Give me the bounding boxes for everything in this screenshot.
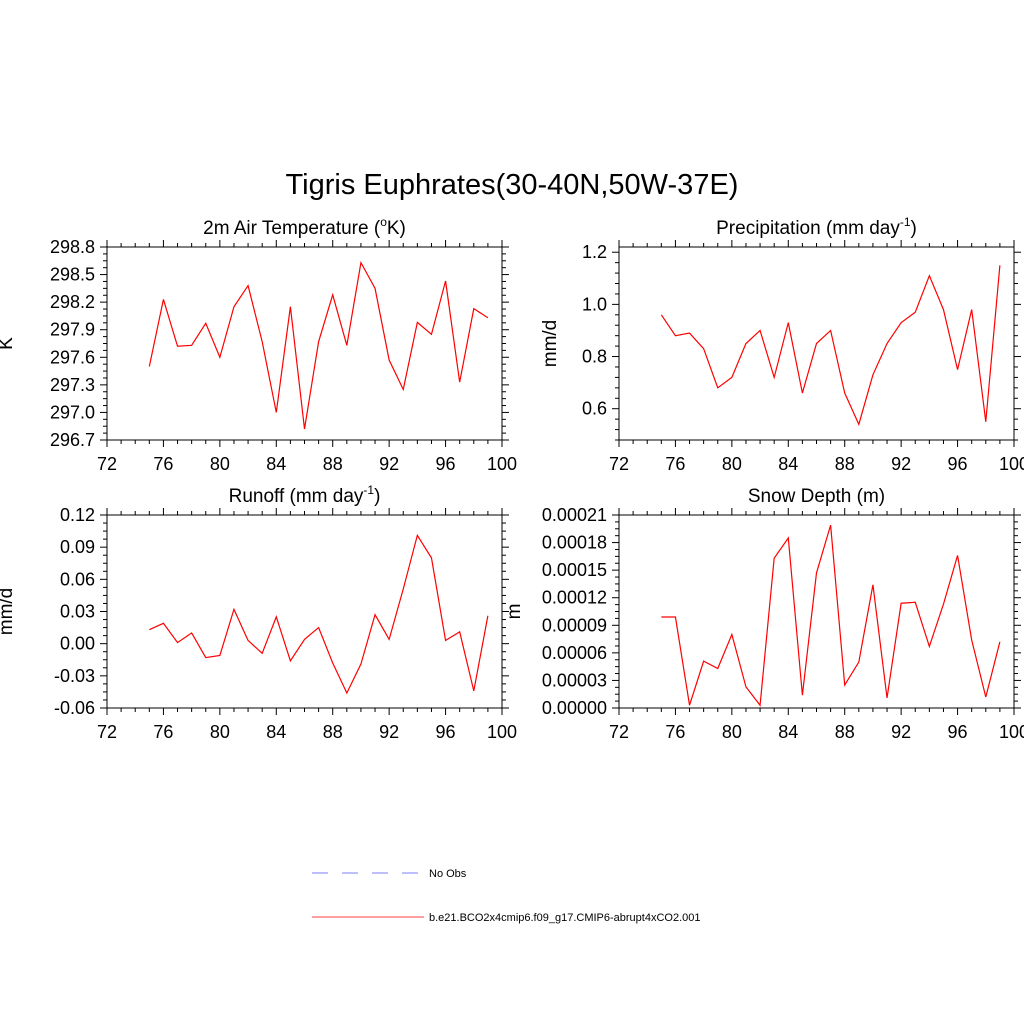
temp-xtick-label: 100	[487, 454, 517, 474]
runoff-series-line	[149, 533, 489, 695]
temp-ytick-label: 298.8	[50, 237, 95, 257]
runoff-xtick-label: 96	[436, 722, 456, 742]
snow-ytick-label: 0.00000	[542, 698, 607, 718]
runoff-xtick-label: 88	[323, 722, 343, 742]
snow-panel-title: Snow Depth (m)	[748, 486, 885, 507]
snow-ytick-label: 0.00009	[542, 615, 607, 635]
runoff-ytick-label: 0.09	[60, 537, 95, 557]
panels: 72 76 80 84 88 92 96 100 296.7 297.0 297.3 297.6 297…	[0, 215, 1024, 742]
runoff-title-text: Runoff (mm day	[229, 486, 364, 507]
runoff-xtick-label: 80	[210, 722, 230, 742]
snow-ytick-label: 0.00015	[542, 560, 607, 580]
temp-title-sup: o	[380, 215, 387, 229]
runoff-ylabel: mm/d	[0, 588, 17, 636]
precip-xtick-label: 84	[778, 454, 798, 474]
temp-series-line	[148, 260, 489, 430]
precip-ylabel: mm/d	[540, 320, 561, 368]
precip-series-line	[660, 265, 1001, 427]
main-title: Tigris Euphrates(30-40N,50W-37E)	[286, 169, 739, 201]
precip-xtick-label: 72	[609, 454, 629, 474]
temp-xtick-label: 72	[97, 454, 117, 474]
runoff-title-sup: -1	[363, 483, 374, 497]
temp-xtick-label: 88	[323, 454, 343, 474]
snow-xtick-label: 100	[999, 722, 1024, 742]
precip-title-text: Precipitation (mm day	[716, 218, 900, 239]
legend: No Obs b.e21.BCO2x4cmip6.f09_g17.CMIP6-a…	[312, 868, 701, 924]
precip-xtick-label: 92	[891, 454, 911, 474]
snow-xtick-label: 80	[722, 722, 742, 742]
snow-xtick-label: 92	[891, 722, 911, 742]
runoff-panel-title: Runoff (mm day-1)	[229, 483, 381, 507]
temp-ytick-label: 297.3	[50, 375, 95, 395]
temp-xtick-label: 80	[210, 454, 230, 474]
precip-xtick-label: 76	[665, 454, 685, 474]
runoff-xtick-label: 84	[266, 722, 286, 742]
temp-ytick-label: 296.7	[50, 430, 95, 450]
temp-ytick-label: 297.0	[50, 402, 95, 422]
temp-xtick-label: 92	[379, 454, 399, 474]
temp-xtick-label: 84	[266, 454, 286, 474]
snow-title-text: Snow Depth (m)	[748, 486, 885, 507]
temp-title-tail: K)	[387, 218, 406, 239]
precip-ytick-label: 0.8	[582, 347, 607, 367]
snow-xtick-label: 84	[778, 722, 798, 742]
legend-label-no-obs: No Obs	[429, 868, 467, 880]
snow-xtick-label: 72	[609, 722, 629, 742]
snow-xtick-label: 96	[948, 722, 968, 742]
snow-ytick-label: 0.00003	[542, 670, 607, 690]
snow-ytick-label: 0.00006	[542, 643, 607, 663]
precip-title-sup: -1	[900, 215, 911, 229]
temp-xtick-label: 76	[153, 454, 173, 474]
precip-panel-title: Precipitation (mm day-1)	[716, 215, 917, 239]
runoff-ytick-label: 0.12	[60, 505, 95, 525]
precip-title-tail: )	[911, 218, 917, 239]
snow-xtick-label: 88	[835, 722, 855, 742]
runoff-ytick-label: -0.06	[54, 698, 95, 718]
precip-xtick-label: 88	[835, 454, 855, 474]
runoff-title-tail: )	[374, 486, 380, 507]
snow-xtick-label: 76	[665, 722, 685, 742]
temp-panel-title: 2m Air Temperature (oK)	[203, 215, 406, 239]
snow-ylabel: m	[504, 604, 525, 620]
temp-xtick-label: 96	[436, 454, 456, 474]
runoff-xtick-label: 100	[487, 722, 517, 742]
temp-plot-frame	[106, 246, 503, 441]
snow-series-line	[661, 524, 1001, 707]
precip-ytick-label: 1.0	[582, 294, 607, 314]
temp-ytick-label: 298.5	[50, 265, 95, 285]
runoff-ytick-label: 0.00	[60, 634, 95, 654]
precip-ytick-label: 0.6	[582, 399, 607, 419]
runoff-xtick-label: 72	[97, 722, 117, 742]
temp-ytick-label: 297.6	[50, 347, 95, 367]
panel-temp: 72 76 80 84 88 92 96 100 296.7 297.0 297.3 297.6 297…	[0, 215, 517, 474]
runoff-ytick-label: 0.03	[60, 602, 95, 622]
runoff-xtick-label: 92	[379, 722, 399, 742]
panel-snow: 72 76 80 84 88 92 96 100 0.00000 0.00003 0.00006 0.…	[504, 486, 1024, 742]
runoff-xtick-label: 76	[153, 722, 173, 742]
panel-runoff: 72 76 80 84 88 92 96 100 -0.06 -0.03 0.00 0.03 0.06 0…	[0, 483, 517, 742]
precip-xtick-label: 100	[999, 454, 1024, 474]
precip-xtick-label: 96	[948, 454, 968, 474]
runoff-plot-frame	[106, 514, 503, 709]
precip-xtick-label: 80	[722, 454, 742, 474]
precip-ytick-label: 1.2	[582, 242, 607, 262]
snow-ytick-label: 0.00018	[542, 533, 607, 553]
runoff-ytick-label: -0.03	[54, 666, 95, 686]
snow-plot-frame	[618, 514, 1015, 709]
temp-title-text: 2m Air Temperature (	[203, 218, 381, 239]
temp-ytick-label: 297.9	[50, 320, 95, 340]
temp-ylabel: K	[0, 337, 17, 350]
snow-ytick-label: 0.00012	[542, 588, 607, 608]
snow-ytick-label: 0.00021	[542, 505, 607, 525]
panel-precip: 72 76 80 84 88 92 96 100 0.6 0.8 1.0 1.2 Precipitati…	[540, 215, 1024, 474]
temp-ytick-label: 298.2	[50, 292, 95, 312]
runoff-ytick-label: 0.06	[60, 569, 95, 589]
legend-label-model: b.e21.BCO2x4cmip6.f09_g17.CMIP6-abrupt4x…	[429, 912, 701, 924]
